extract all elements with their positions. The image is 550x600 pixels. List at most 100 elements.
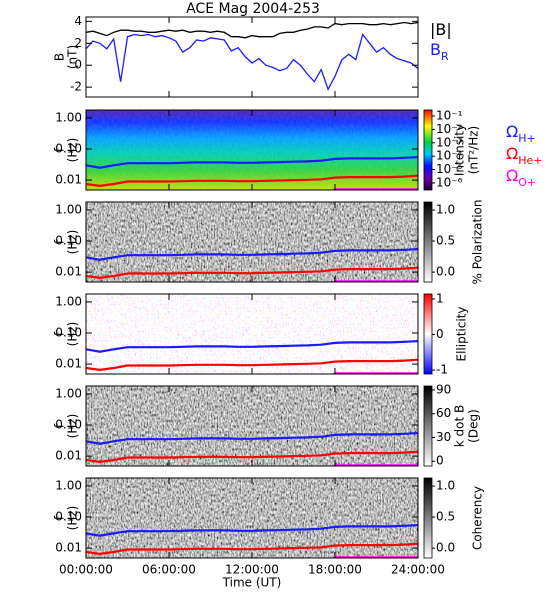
gyrofrequency-line xyxy=(86,358,418,372)
colorbar-tick-label: 10⁻⁶ xyxy=(436,175,463,189)
colorbar-tick-label: 0.5 xyxy=(436,510,455,524)
gyrofrequency-line xyxy=(86,542,418,556)
y-tick-label: 1.00 xyxy=(55,110,82,124)
gyrofrequency-line xyxy=(86,156,418,169)
colorbar-unit: (Deg) xyxy=(467,409,481,443)
legend-name: |B| xyxy=(430,20,452,39)
y-tick-label: 1.00 xyxy=(55,386,82,400)
y-tick-label: 0.10 xyxy=(55,326,82,340)
gyrofrequency-line xyxy=(86,174,418,188)
y-unit: (Hz) xyxy=(66,414,80,439)
legend-name: Ω xyxy=(506,122,518,141)
legend-name: Ω xyxy=(506,166,518,185)
colorbar-tick-label: 10⁻⁵ xyxy=(436,162,463,176)
title: ACE Mag 2004-253 xyxy=(186,1,320,17)
legend-label: ΩO+ xyxy=(506,166,536,189)
y-tick-label: 0.10 xyxy=(55,510,82,524)
y-label: f xyxy=(53,147,67,152)
colorbar xyxy=(423,201,433,283)
y-label: f xyxy=(53,423,67,428)
legend-label: ΩHe+ xyxy=(506,144,543,167)
series-line xyxy=(86,21,418,39)
x-tick-label: 00:00:00 xyxy=(59,563,113,577)
colorbar-tick-label: 30 xyxy=(436,430,451,444)
colorbar-tick-label: 10⁻² xyxy=(436,122,463,136)
y-unit: (Hz) xyxy=(66,230,80,255)
y-tick-label: 0.01 xyxy=(55,173,82,187)
x-tick-label: 12:00:00 xyxy=(225,563,279,577)
gyrofrequency-line xyxy=(86,266,418,280)
y-tick-label: 0.01 xyxy=(55,357,82,371)
y-tick-label: 0.10 xyxy=(55,418,82,432)
legend-subscript: O+ xyxy=(518,176,536,189)
legend-label: ΩH+ xyxy=(506,122,536,145)
colorbar-label: Coherency xyxy=(471,486,485,550)
colorbar-label: Intensity xyxy=(453,124,467,176)
gyrofrequency-line xyxy=(332,188,418,190)
y-tick-label: 0.10 xyxy=(55,234,82,248)
colorbar-tick-label: 0.5 xyxy=(436,234,455,248)
colorbar xyxy=(423,109,433,191)
colorbar-tick-label: 1 xyxy=(436,291,444,305)
legend-subscript: R xyxy=(441,50,449,63)
colorbar-tick-label: 1.0 xyxy=(436,479,455,493)
colorbar-tick-label: 0.0 xyxy=(436,541,455,555)
y-tick-label: 0.01 xyxy=(55,449,82,463)
x-tick-label: 24:00:00 xyxy=(391,563,445,577)
colorbar-tick-label: 90 xyxy=(436,382,451,396)
legend-name: Ω xyxy=(506,144,518,163)
x-label: Time (UT) xyxy=(222,576,282,590)
gyrofrequency-line xyxy=(86,524,418,537)
y-tick-label: 1.00 xyxy=(55,202,82,216)
gyrofrequency-line xyxy=(332,372,418,374)
colorbar-tick-label: -1 xyxy=(436,363,448,377)
series-line xyxy=(86,33,418,91)
colorbar-tick-label: 60 xyxy=(436,406,451,420)
x-tick-label: 06:00:00 xyxy=(142,563,196,577)
gyrofrequency-line xyxy=(86,432,418,445)
gyrofrequency-line xyxy=(86,248,418,261)
colorbar xyxy=(423,477,433,559)
gyrofrequency-line xyxy=(86,340,418,353)
colorbar-tick-label: 0 xyxy=(436,454,444,468)
y-tick-label: 0.10 xyxy=(55,142,82,156)
y-tick-label: 0.01 xyxy=(55,541,82,555)
y-tick-label: 2 xyxy=(74,36,82,50)
y-label: f xyxy=(53,331,67,336)
colorbar-tick-label: 10⁻¹ xyxy=(436,108,463,122)
colorbar-tick-label: 1.0 xyxy=(436,203,455,217)
legend-subscript: H+ xyxy=(518,132,536,145)
y-label: B xyxy=(53,53,67,61)
y-tick-label: 1.00 xyxy=(55,294,82,308)
gyrofrequency-line xyxy=(332,280,418,282)
legend-subscript: He+ xyxy=(518,154,542,167)
y-tick-label: 1.00 xyxy=(55,478,82,492)
colorbar-tick-label: 0.0 xyxy=(436,265,455,279)
y-tick-label: 0.01 xyxy=(55,265,82,279)
y-label: f xyxy=(53,515,67,520)
y-unit: (Hz) xyxy=(66,322,80,347)
x-tick-label: 18:00:00 xyxy=(308,563,362,577)
legend-name: B xyxy=(430,40,441,59)
colorbar-label: Ellipticity xyxy=(455,307,469,362)
gyrofrequency-line xyxy=(86,450,418,464)
colorbar-label: % Polarization xyxy=(471,200,485,285)
colorbar-tick-label: 10⁻³ xyxy=(436,135,463,149)
colorbar-unit: (nT²/Hz) xyxy=(467,126,481,174)
y-tick-label: -2 xyxy=(70,80,82,94)
colorbar-tick-label: 0 xyxy=(436,327,444,341)
y-unit: (Hz) xyxy=(66,506,80,531)
gyrofrequency-line xyxy=(332,464,418,466)
legend-label: BR xyxy=(430,40,449,63)
gyrofrequency-line xyxy=(332,556,418,558)
y-unit: (Hz) xyxy=(66,138,80,163)
colorbar xyxy=(423,385,433,467)
colorbar-tick-label: 10⁻⁴ xyxy=(436,149,463,163)
y-unit: (nT) xyxy=(66,45,80,69)
colorbar xyxy=(423,293,433,375)
legend-label: |B| xyxy=(430,20,452,39)
y-label: f xyxy=(53,239,67,244)
panel-frame xyxy=(85,16,419,98)
y-tick-label: 0 xyxy=(74,58,82,72)
